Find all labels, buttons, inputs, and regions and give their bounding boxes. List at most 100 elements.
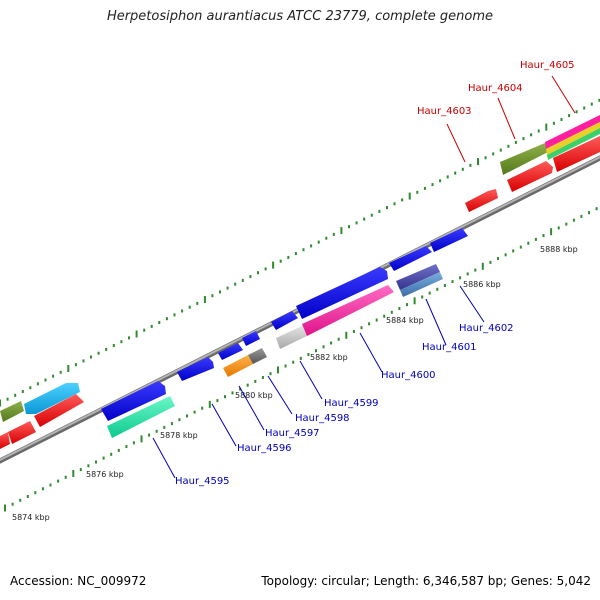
kbp-label: 5876 kbp	[86, 470, 124, 479]
minor-tick	[534, 237, 537, 241]
minor-tick	[398, 307, 401, 310]
minor-tick	[348, 225, 350, 229]
major-tick	[550, 228, 553, 236]
minor-tick	[568, 114, 571, 118]
gene-label-haur-4597[interactable]: Haur_4597	[265, 428, 320, 439]
gene-arrow[interactable]	[276, 325, 307, 349]
minor-tick	[128, 336, 130, 340]
minor-tick	[446, 175, 449, 179]
minor-tick	[95, 460, 97, 464]
gene-arrow[interactable]	[546, 122, 600, 155]
gene-arrow[interactable]	[545, 115, 600, 149]
minor-tick	[41, 487, 44, 491]
minor-tick	[82, 359, 85, 363]
major-tick	[203, 296, 206, 303]
gene-arrow[interactable]	[271, 311, 298, 330]
minor-tick	[269, 372, 272, 376]
minor-tick	[193, 410, 196, 414]
gene-arrow[interactable]	[8, 421, 36, 444]
minor-tick	[125, 445, 128, 449]
minor-tick	[489, 260, 492, 264]
gene-label-haur-4600[interactable]: Haur_4600	[381, 370, 436, 381]
gene-arrow[interactable]	[177, 357, 214, 381]
kbp-label: 5884 kbp	[386, 316, 424, 325]
gene-label-haur-4605[interactable]: Haur_4605	[520, 60, 575, 71]
minor-tick	[186, 414, 188, 418]
gene-arrow[interactable]	[101, 381, 166, 421]
minor-tick	[79, 468, 82, 472]
major-tick	[345, 331, 348, 339]
minor-tick	[241, 278, 244, 282]
gene-label-haur-4595[interactable]: Haur_4595	[175, 476, 230, 487]
minor-tick	[29, 386, 32, 390]
minor-tick	[580, 214, 583, 218]
gene-arrow[interactable]	[547, 128, 600, 160]
minor-tick	[507, 144, 510, 148]
gene-arrow[interactable]	[553, 136, 600, 172]
gene-arrow[interactable]	[248, 348, 267, 364]
gene-arrow[interactable]	[0, 401, 24, 422]
minor-tick	[239, 387, 242, 391]
minor-tick	[302, 248, 305, 252]
minor-tick	[148, 433, 151, 437]
minor-tick	[560, 118, 563, 121]
minor-tick	[181, 309, 184, 313]
major-tick	[140, 435, 143, 443]
minor-tick	[143, 328, 146, 332]
gene-arrow[interactable]	[389, 246, 432, 271]
reverse-leader-lines	[152, 285, 485, 479]
gene-arrow[interactable]	[223, 355, 253, 377]
minor-tick	[36, 382, 39, 386]
minor-tick	[132, 441, 135, 445]
minor-tick	[595, 207, 598, 211]
minor-tick	[21, 390, 24, 393]
minor-tick	[527, 241, 530, 245]
minor-tick	[512, 249, 515, 253]
forward-leader-lines	[446, 75, 576, 163]
minor-tick	[254, 379, 257, 383]
gene-arrow[interactable]	[500, 143, 548, 175]
gene-arrow[interactable]	[465, 189, 498, 212]
gene-arrow[interactable]	[34, 394, 84, 427]
gene-label-group: Haur_4603 Haur_4604 Haur_4605 Haur_4595 …	[175, 60, 575, 487]
major-tick	[0, 399, 1, 407]
minor-tick	[105, 347, 108, 351]
gene-arrow[interactable]	[24, 383, 80, 414]
gene-arrow[interactable]	[302, 285, 394, 336]
gene-arrow[interactable]	[0, 432, 10, 449]
gene-arrow[interactable]	[242, 331, 260, 346]
gene-arrow[interactable]	[296, 267, 388, 319]
minor-tick	[436, 287, 439, 291]
gene-label-haur-4604[interactable]: Haur_4604	[468, 83, 523, 94]
major-tick	[67, 365, 70, 372]
minor-tick	[474, 268, 477, 272]
gene-arrow[interactable]	[400, 272, 443, 297]
minor-tick	[249, 275, 252, 279]
minor-tick	[279, 259, 282, 263]
minor-tick	[519, 245, 522, 249]
minor-tick	[64, 475, 67, 479]
minor-tick	[234, 282, 237, 286]
minor-tick	[90, 355, 92, 359]
minor-tick	[355, 221, 358, 225]
gene-label-haur-4601[interactable]: Haur_4601	[422, 342, 477, 353]
minor-tick	[598, 98, 600, 102]
minor-tick	[317, 240, 320, 244]
minor-tick	[310, 244, 313, 248]
major-tick	[408, 192, 411, 200]
minor-tick	[370, 213, 373, 217]
gene-label-haur-4596[interactable]: Haur_4596	[237, 443, 292, 454]
minor-tick	[557, 226, 560, 230]
gene-arrow[interactable]	[507, 161, 553, 192]
gene-arrow[interactable]	[396, 264, 440, 290]
gene-label-haur-4598[interactable]: Haur_4598	[295, 413, 350, 424]
gene-label-haur-4603[interactable]: Haur_4603	[417, 106, 472, 117]
minor-tick	[170, 422, 173, 426]
gene-arrow[interactable]	[430, 228, 468, 252]
gene-label-haur-4602[interactable]: Haur_4602	[459, 323, 514, 334]
reverse-strand-genes	[101, 228, 468, 438]
gene-label-haur-4599[interactable]: Haur_4599	[324, 398, 379, 409]
minor-tick	[155, 429, 158, 433]
gene-arrow[interactable]	[107, 396, 175, 438]
gene-arrow[interactable]	[218, 343, 243, 360]
